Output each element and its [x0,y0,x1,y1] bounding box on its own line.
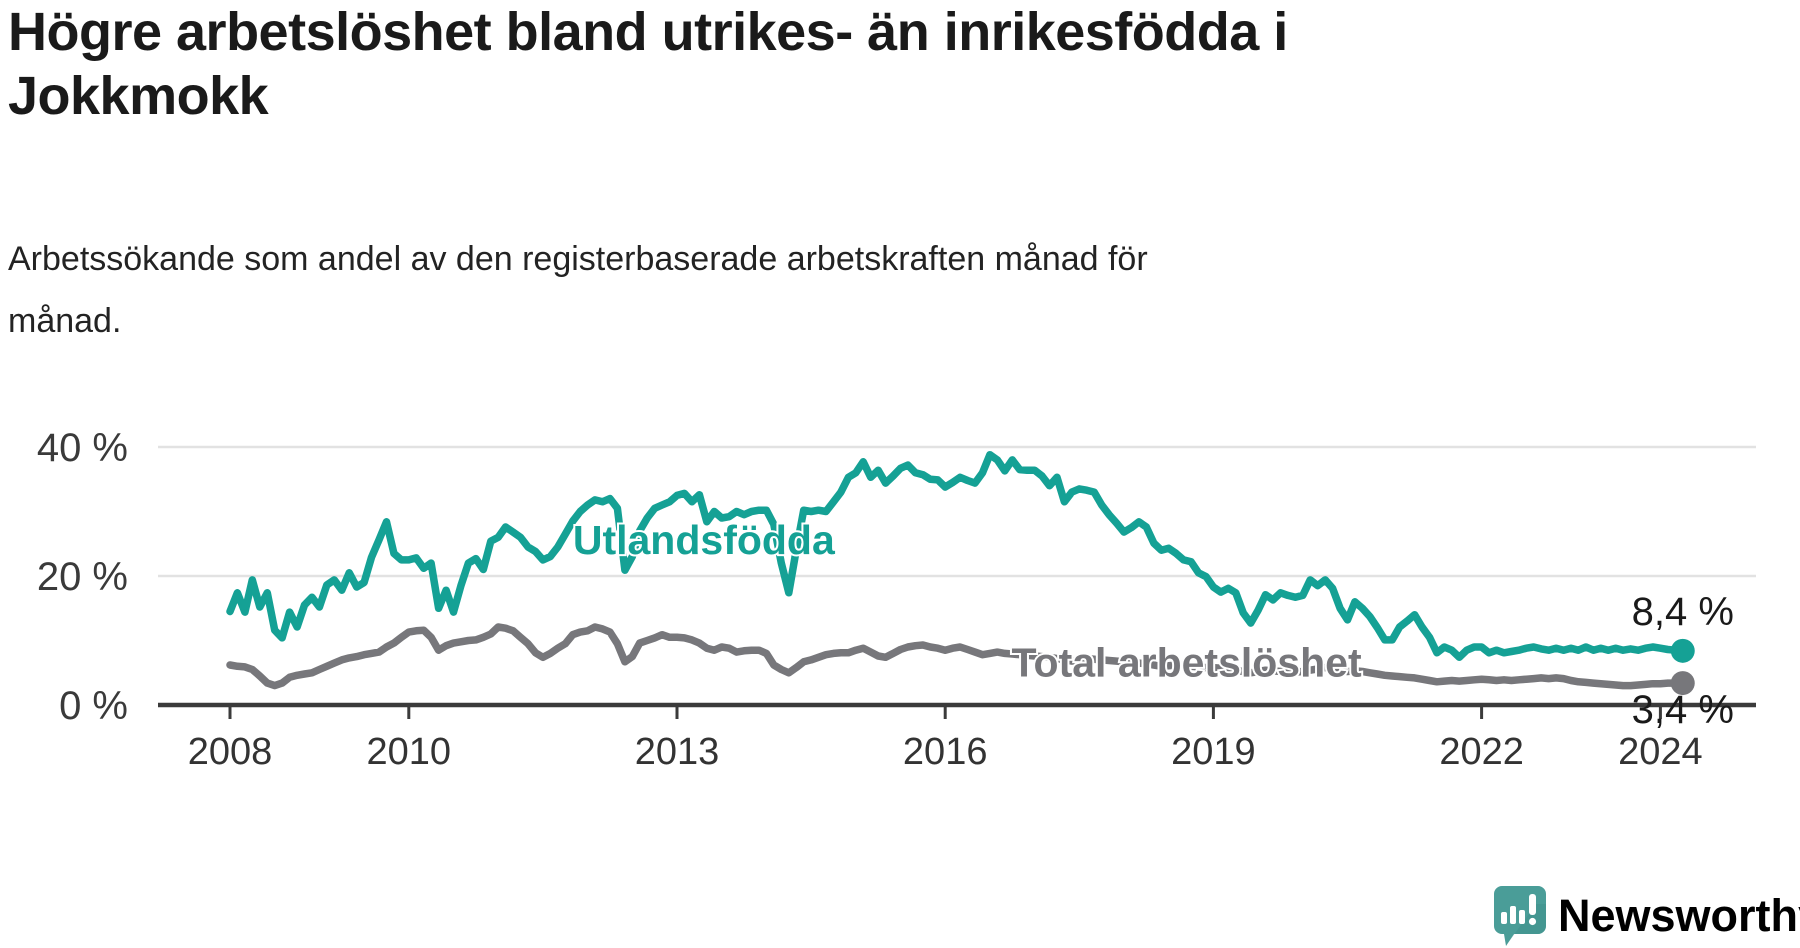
speech-bubble-shade [1508,904,1546,943]
y-tick-label: 0 % [59,684,128,728]
y-tick-label: 20 % [37,555,128,599]
exclamation-dot [1528,917,1537,926]
series-end-value-label-0: 8,4 % [1632,590,1734,634]
newsworthy-wordmark: Newsworthy [1558,890,1800,941]
y-tick-label: 40 % [37,426,128,470]
newsworthy-logo: Newsworthy [1492,884,1800,948]
series-name-label-1: Total arbetslöshet [1012,639,1362,685]
page-title-line2: Jokkmokk [8,66,269,126]
series-end-dot-0 [1670,638,1695,663]
chart-subtitle: Arbetssökande som andel av den registerb… [8,228,1508,352]
x-tick-label: 2010 [367,731,452,773]
series-end-dot-1 [1670,671,1695,696]
page-title: Högre arbetslöshet bland utrikes- än inr… [8,0,1788,128]
x-tick-label: 2022 [1439,731,1524,773]
speech-bubble-bar-chart-icon [1494,886,1546,946]
bar-2 [1510,906,1516,924]
chart-subtitle-line2: månad. [8,302,122,340]
x-tick-label: 2024 [1618,731,1703,773]
bar-1 [1501,912,1507,924]
bar-3 [1519,910,1525,924]
x-tick-label: 2016 [903,731,988,773]
series-end-value-label-1: 3,4 % [1632,688,1734,732]
x-tick-label: 2019 [1171,731,1256,773]
chart-subtitle-line1: Arbetssökande som andel av den registerb… [8,240,1148,278]
page-title-line1: Högre arbetslöshet bland utrikes- än inr… [8,2,1288,62]
x-tick-label: 2013 [635,731,720,773]
exclamation-bar [1529,894,1536,915]
series-name-label-0: Utlandsfödda [573,517,836,563]
x-tick-label: 2008 [188,731,273,773]
series-line-0 [226,450,1687,662]
series-line-1 [226,623,1687,690]
